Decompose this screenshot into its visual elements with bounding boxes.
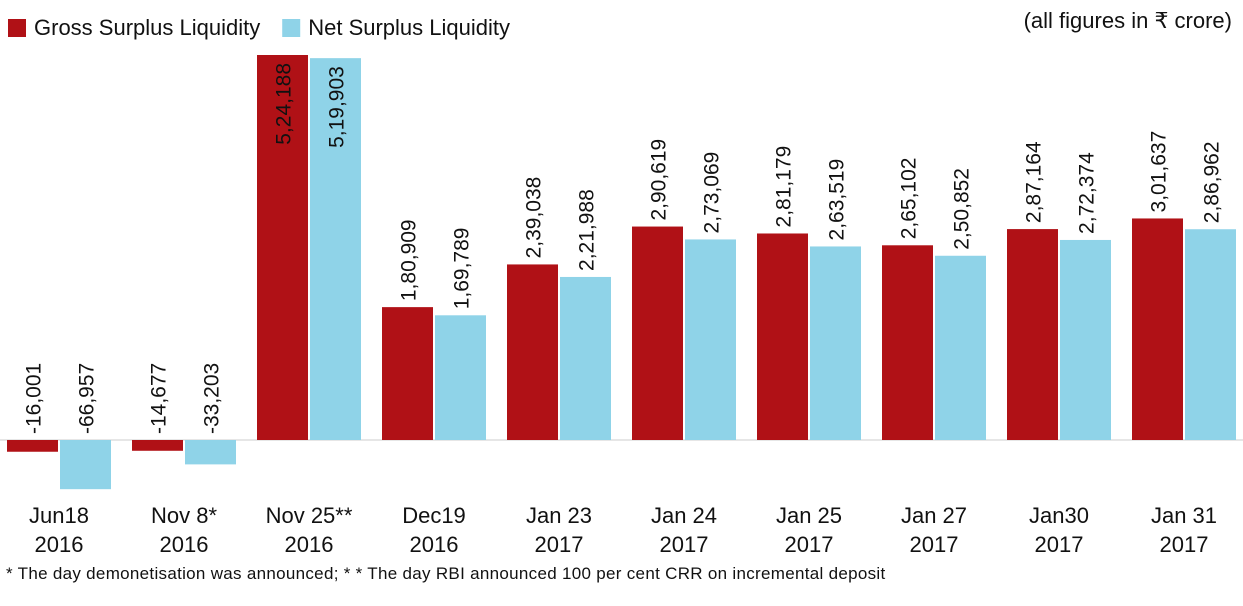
bar: [132, 440, 183, 451]
value-label: 2,39,038: [523, 177, 546, 259]
value-label: 5,24,188: [273, 63, 296, 145]
x-tick-label: Jan 24: [651, 503, 717, 528]
value-label: 2,73,069: [701, 152, 724, 234]
x-tick-label: 2017: [910, 532, 959, 557]
value-label: 2,90,619: [648, 139, 671, 221]
bar: [935, 255, 986, 440]
x-tick-label: Jan 23: [526, 503, 592, 528]
x-tick-label: Dec19: [402, 503, 466, 528]
bar: [382, 307, 433, 440]
value-label: -16,001: [23, 363, 46, 434]
x-tick-label: 2017: [785, 532, 834, 557]
legend-swatch: [8, 19, 26, 37]
bar: [632, 226, 683, 440]
value-label: 1,69,789: [451, 228, 474, 310]
value-label: 2,72,374: [1076, 152, 1099, 234]
bar: [1060, 239, 1111, 440]
legend-label: Gross Surplus Liquidity: [34, 15, 260, 40]
value-label: -33,203: [201, 363, 224, 434]
bar: [1007, 229, 1058, 440]
value-label: 2,63,519: [826, 159, 849, 241]
x-tick-label: 2017: [1035, 532, 1084, 557]
bar: [507, 264, 558, 440]
bar: [435, 315, 486, 440]
value-label: 2,86,962: [1201, 141, 1224, 223]
x-tick-label: 2016: [35, 532, 84, 557]
x-tick-label: 2017: [535, 532, 584, 557]
value-label: 2,81,179: [773, 146, 796, 228]
footnote: * The day demonetisation was announced; …: [6, 564, 886, 583]
bar: [685, 239, 736, 440]
legend-swatch: [282, 19, 301, 37]
value-label: -66,957: [76, 363, 99, 434]
unit-note: (all figures in ₹ crore): [1024, 8, 1232, 33]
chart: (all figures in ₹ crore) Gross Surplus L…: [0, 8, 1243, 557]
x-tick-label: 2017: [660, 532, 709, 557]
x-tick-label: Jun18: [29, 503, 89, 528]
value-label: 2,87,164: [1023, 141, 1046, 223]
value-label: 3,01,637: [1148, 131, 1171, 213]
bar: [1132, 218, 1183, 440]
x-tick-label: 2017: [1160, 532, 1209, 557]
x-tick-label: 2016: [410, 532, 459, 557]
bar: [7, 440, 58, 452]
x-tick-label: Jan 25: [776, 503, 842, 528]
value-label: 2,21,988: [576, 189, 599, 271]
bar: [310, 58, 361, 440]
bar: [257, 55, 308, 440]
bar: [810, 246, 861, 440]
x-tick-label: Jan 27: [901, 503, 967, 528]
value-label: 2,50,852: [951, 168, 974, 250]
bar: [560, 276, 611, 440]
bar: [185, 440, 236, 465]
bar: [882, 245, 933, 440]
value-label: 1,80,909: [398, 219, 421, 301]
value-label: -14,677: [148, 363, 171, 434]
bar: [757, 233, 808, 440]
x-tick-label: Nov 8*: [151, 503, 217, 528]
x-tick-label: Jan30: [1029, 503, 1089, 528]
bar: [1185, 229, 1236, 440]
x-tick-label: Jan 31: [1151, 503, 1217, 528]
bar: [60, 440, 111, 490]
value-label: 5,19,903: [326, 66, 349, 148]
value-label: 2,65,102: [898, 158, 921, 240]
x-tick-label: 2016: [160, 532, 209, 557]
x-tick-label: 2016: [285, 532, 334, 557]
legend-label: Net Surplus Liquidity: [308, 15, 510, 40]
x-tick-label: Nov 25**: [266, 503, 353, 528]
